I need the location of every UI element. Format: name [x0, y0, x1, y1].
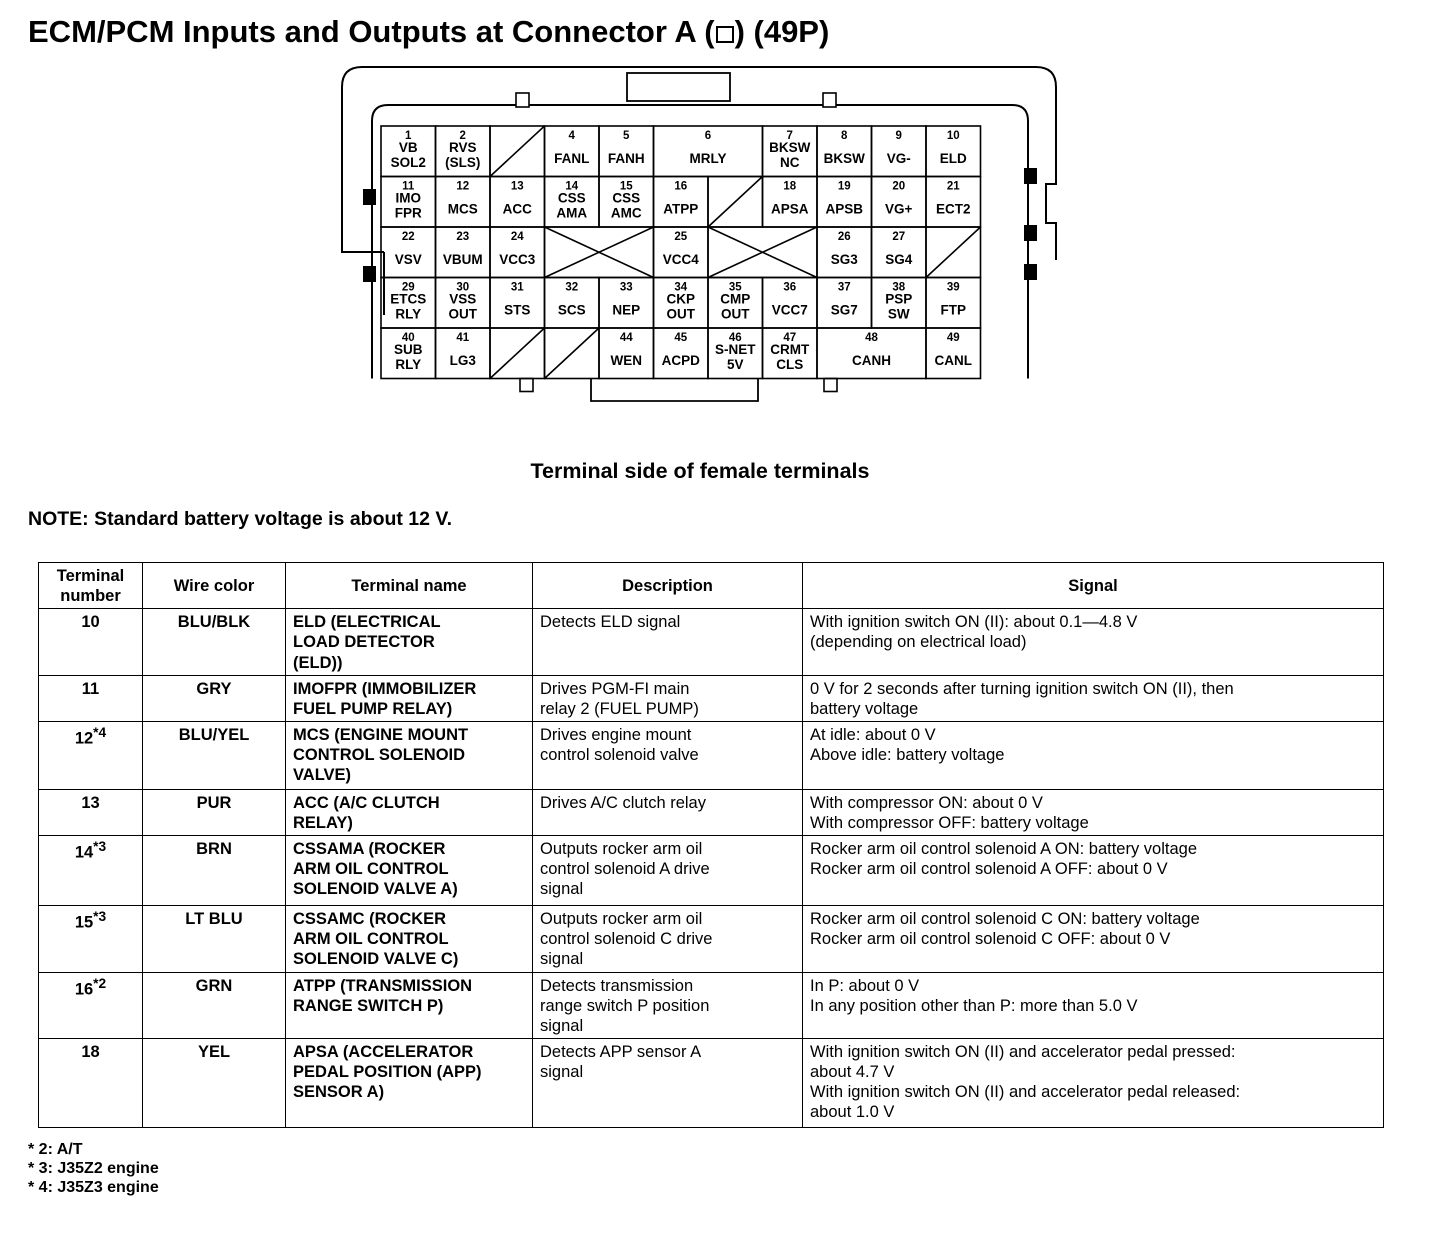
svg-text:AMC: AMC [611, 206, 642, 221]
svg-text:26: 26 [838, 231, 851, 243]
svg-text:SOL2: SOL2 [391, 155, 426, 170]
svg-text:BKSW: BKSW [769, 140, 811, 155]
svg-text:BKSW: BKSW [824, 151, 866, 166]
svg-text:RLY: RLY [395, 307, 421, 322]
svg-text:ETCS: ETCS [390, 292, 426, 307]
svg-text:8: 8 [841, 130, 848, 142]
svg-text:VG-: VG- [887, 151, 911, 166]
svg-text:45: 45 [674, 332, 687, 344]
svg-text:44: 44 [620, 332, 633, 344]
svg-text:36: 36 [783, 282, 796, 294]
svg-text:CRMT: CRMT [770, 342, 810, 357]
svg-text:PSP: PSP [885, 292, 912, 307]
svg-text:MCS: MCS [448, 202, 478, 217]
svg-text:39: 39 [947, 282, 960, 294]
svg-text:OUT: OUT [721, 307, 750, 322]
svg-text:SW: SW [888, 307, 910, 322]
svg-text:21: 21 [947, 181, 960, 193]
svg-text:12: 12 [456, 181, 469, 193]
svg-text:10: 10 [947, 130, 960, 142]
svg-text:19: 19 [838, 181, 851, 193]
svg-text:APSB: APSB [825, 202, 863, 217]
svg-text:16: 16 [674, 181, 687, 193]
svg-text:5: 5 [623, 130, 630, 142]
svg-text:OUT: OUT [667, 307, 696, 322]
svg-text:VCC3: VCC3 [499, 252, 536, 267]
svg-text:24: 24 [511, 231, 524, 243]
svg-text:APSA: APSA [771, 202, 809, 217]
svg-text:25: 25 [674, 231, 687, 243]
svg-text:48: 48 [865, 332, 878, 344]
svg-text:ATPP: ATPP [663, 202, 698, 217]
svg-text:VSS: VSS [449, 292, 476, 307]
svg-text:CKP: CKP [666, 292, 695, 307]
svg-text:VCC4: VCC4 [663, 252, 700, 267]
svg-text:49: 49 [947, 332, 960, 344]
svg-text:SG3: SG3 [831, 252, 859, 267]
svg-text:6: 6 [705, 130, 711, 142]
svg-text:22: 22 [402, 231, 415, 243]
svg-text:AMA: AMA [556, 206, 587, 221]
svg-text:ECT2: ECT2 [936, 202, 971, 217]
svg-text:FANL: FANL [554, 151, 589, 166]
svg-text:MRLY: MRLY [689, 151, 726, 166]
svg-text:NEP: NEP [612, 303, 640, 318]
svg-text:41: 41 [456, 332, 469, 344]
svg-text:LG3: LG3 [450, 353, 477, 368]
svg-text:CANH: CANH [852, 353, 891, 368]
svg-text:RLY: RLY [395, 357, 421, 372]
svg-text:9: 9 [896, 130, 902, 142]
svg-text:WEN: WEN [611, 353, 643, 368]
svg-text:CSS: CSS [558, 191, 586, 206]
svg-text:23: 23 [456, 231, 469, 243]
svg-text:18: 18 [783, 181, 796, 193]
svg-text:VB: VB [399, 140, 418, 155]
svg-text:CANL: CANL [935, 353, 973, 368]
svg-text:FPR: FPR [395, 206, 422, 221]
svg-text:VCC7: VCC7 [772, 303, 808, 318]
svg-text:SG4: SG4 [885, 252, 913, 267]
svg-text:SCS: SCS [558, 303, 586, 318]
svg-text:32: 32 [565, 282, 578, 294]
svg-text:CSS: CSS [612, 191, 640, 206]
svg-text:SUB: SUB [394, 342, 423, 357]
svg-text:ACC: ACC [503, 202, 532, 217]
svg-text:33: 33 [620, 282, 633, 294]
svg-text:IMO: IMO [396, 191, 422, 206]
svg-text:(SLS): (SLS) [445, 155, 480, 170]
svg-text:OUT: OUT [449, 307, 478, 322]
svg-text:20: 20 [892, 181, 905, 193]
svg-text:NC: NC [780, 155, 800, 170]
svg-text:ELD: ELD [940, 151, 967, 166]
svg-text:27: 27 [892, 231, 905, 243]
svg-text:RVS: RVS [449, 140, 477, 155]
svg-text:37: 37 [838, 282, 851, 294]
svg-text:5V: 5V [727, 357, 744, 372]
svg-text:STS: STS [504, 303, 530, 318]
svg-text:VSV: VSV [395, 252, 422, 267]
svg-text:13: 13 [511, 181, 524, 193]
svg-text:FANH: FANH [608, 151, 645, 166]
svg-text:FTP: FTP [941, 303, 967, 318]
svg-text:CLS: CLS [776, 357, 803, 372]
svg-text:S-NET: S-NET [715, 342, 756, 357]
svg-text:CMP: CMP [720, 292, 750, 307]
svg-text:4: 4 [569, 130, 576, 142]
svg-text:VBUM: VBUM [443, 252, 483, 267]
svg-text:ACPD: ACPD [662, 353, 701, 368]
svg-text:SG7: SG7 [831, 303, 858, 318]
svg-text:VG+: VG+ [885, 202, 913, 217]
svg-text:31: 31 [511, 282, 524, 294]
